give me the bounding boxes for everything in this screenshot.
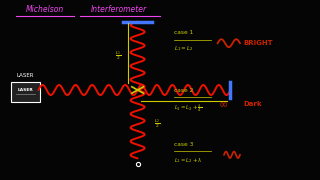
Text: Michelson: Michelson: [26, 4, 64, 14]
Text: case 1: case 1: [174, 30, 194, 35]
Text: LASER: LASER: [17, 73, 34, 78]
Text: case 2: case 2: [174, 87, 194, 93]
Text: BRIGHT: BRIGHT: [243, 40, 273, 46]
Text: $\frac{L_2}{2}$: $\frac{L_2}{2}$: [154, 118, 160, 130]
Text: $L_1=L_2+\lambda$: $L_1=L_2+\lambda$: [174, 156, 203, 165]
Text: $L_1=L_2$: $L_1=L_2$: [174, 44, 194, 53]
Text: $L_1=L_2+\frac{\lambda}{4}$: $L_1=L_2+\frac{\lambda}{4}$: [174, 102, 203, 114]
FancyBboxPatch shape: [11, 82, 40, 102]
Text: $\infty$: $\infty$: [218, 99, 228, 109]
Text: LASER: LASER: [18, 88, 34, 92]
Text: $\frac{L_1}{2}$: $\frac{L_1}{2}$: [115, 50, 122, 62]
Text: case 3: case 3: [174, 141, 194, 147]
Text: Dark: Dark: [243, 101, 262, 107]
Text: Interferometer: Interferometer: [90, 4, 147, 14]
